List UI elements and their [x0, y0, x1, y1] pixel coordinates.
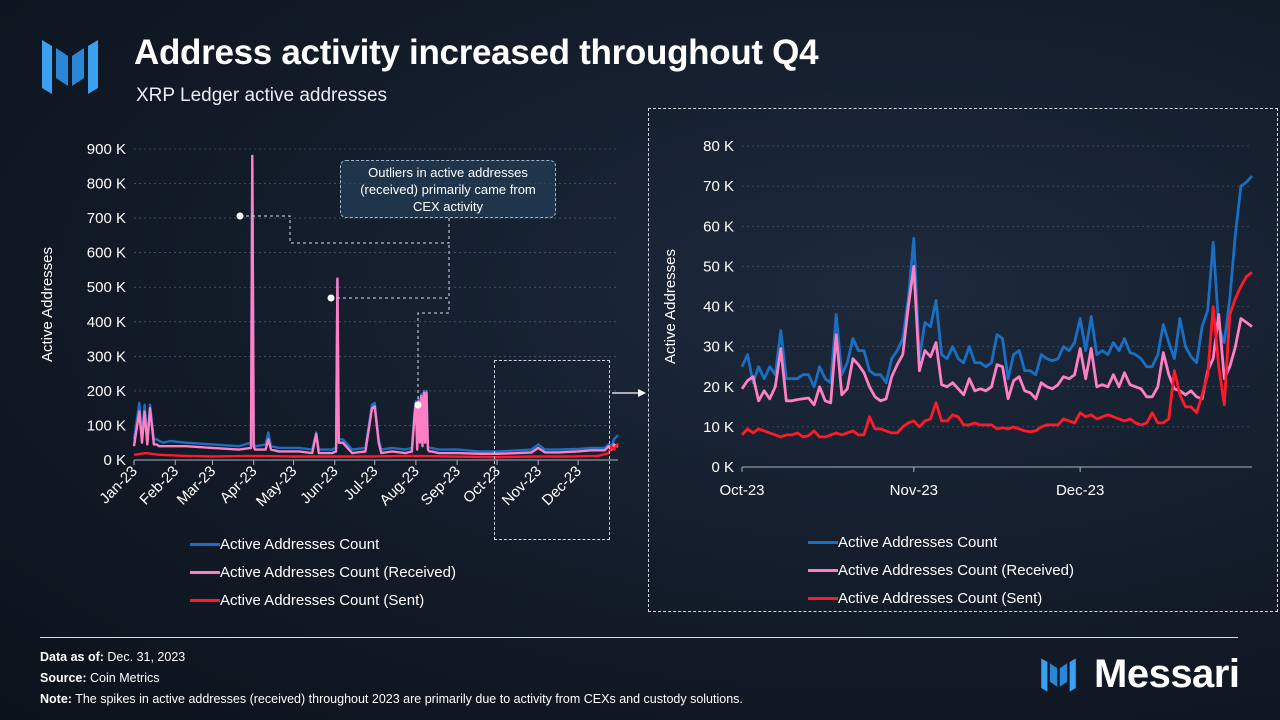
q4-zoom-ytick-label: 50 K [703, 258, 734, 275]
annotation-connector [240, 215, 450, 244]
full-year-ytick-label: 900 K [87, 141, 126, 158]
legend-label-received-q4: Active Addresses Count (Received) [838, 561, 1074, 579]
full-year-xtick-label: Sep-23 [418, 463, 464, 509]
full-year-xtick-label: May-23 [253, 463, 300, 510]
legend-label-received: Active Addresses Count (Received) [220, 563, 456, 581]
footer-divider [40, 637, 1238, 638]
messari-logo-icon [42, 40, 98, 94]
footer-data-as-of: Data as of: Dec. 31, 2023 [40, 650, 186, 664]
legend-item-total: Active Addresses Count [190, 530, 456, 558]
legend-item-received-q4: Active Addresses Count (Received) [808, 556, 1074, 584]
legend-item-sent-q4: Active Addresses Count (Sent) [808, 584, 1074, 612]
legend-swatch-received-q4 [808, 568, 838, 572]
full-year-ytick-label: 400 K [87, 314, 126, 331]
full-year-ytick-label: 200 K [87, 383, 126, 400]
full-year-ytick-label: 0 K [103, 452, 126, 469]
q4-zoom-ytick-label: 20 K [703, 379, 734, 396]
full-year-series-total [132, 154, 619, 453]
zoom-arrow-head [638, 389, 646, 397]
q4-zoom-ytick-label: 30 K [703, 339, 734, 356]
full-year-xtick-label: Aug-23 [376, 463, 422, 509]
legend-item-received: Active Addresses Count (Received) [190, 558, 456, 586]
annotation-marker [327, 294, 335, 302]
legend-swatch-sent-q4 [808, 596, 838, 600]
full-year-xtick-label: Feb-23 [136, 463, 182, 509]
q4-zoom-ytick-label: 80 K [703, 138, 734, 155]
legend-item-total-q4: Active Addresses Count [808, 528, 1074, 556]
annotation-connector [331, 243, 450, 299]
annotation-marker [236, 212, 244, 220]
full-year-ytick-label: 800 K [87, 176, 126, 193]
full-year-xtick-label: Jan-23 [96, 463, 140, 507]
legend-q4: Active Addresses Count Active Addresses … [808, 528, 1074, 612]
full-year-xtick-label: Mar-23 [174, 463, 220, 509]
q4-highlight-box [494, 360, 610, 540]
messari-brand: Messari [1040, 652, 1240, 697]
legend-item-sent: Active Addresses Count (Sent) [190, 586, 456, 614]
q4-zoom-xtick-label: Dec-23 [1056, 482, 1104, 499]
legend-swatch-total-q4 [808, 540, 838, 544]
footer-source: Source: Coin Metrics [40, 671, 160, 685]
legend-swatch-received [190, 570, 220, 574]
footer-note: Note: The spikes in active addresses (re… [40, 692, 743, 706]
full-year-ytick-label: 600 K [87, 245, 126, 262]
legend-label-total-q4: Active Addresses Count [838, 533, 998, 551]
full-year-ytick-label: 700 K [87, 210, 126, 227]
page-subtitle: XRP Ledger active addresses [136, 85, 388, 106]
full-year-ytick-label: 100 K [87, 417, 126, 434]
q4-zoom-series-received [740, 264, 1253, 407]
cex-annotation: Outliers in active addresses (received) … [340, 160, 556, 218]
q4-zoom-series-sent [740, 271, 1253, 439]
q4-zoom-frame [648, 108, 1278, 612]
q4-zoom-ytick-label: 0 K [711, 459, 734, 476]
full-year-xtick-label: Jul-23 [341, 463, 382, 504]
q4-zoom-ytick-label: 60 K [703, 218, 734, 235]
q4-zoom-ytick-label: 70 K [703, 178, 734, 195]
legend-swatch-sent [190, 598, 220, 602]
full-year-ytick-label: 300 K [87, 348, 126, 365]
footer-notes: Data as of: Dec. 31, 2023 Source: Coin M… [40, 647, 743, 710]
messari-brand-icon [1041, 657, 1076, 692]
annotation-connector [417, 298, 450, 405]
brand-wordmark: Messari [1094, 652, 1240, 696]
legend-swatch-total [190, 542, 220, 546]
legend-label-sent: Active Addresses Count (Sent) [220, 591, 425, 609]
legend-label-sent-q4: Active Addresses Count (Sent) [838, 589, 1043, 607]
q4-zoom-ytick-label: 40 K [703, 299, 734, 316]
annotation-marker [414, 401, 422, 409]
q4-zoom-ytick-label: 10 K [703, 419, 734, 436]
full-year-xtick-label: Jun-23 [297, 463, 341, 507]
full-year-series-sent [133, 442, 620, 459]
legend-label-total: Active Addresses Count [220, 535, 380, 553]
q4-zoom-ylabel: Active Addresses [662, 249, 679, 364]
q4-zoom-xtick-label: Oct-23 [719, 482, 764, 499]
full-year-ylabel: Active Addresses [39, 247, 56, 362]
full-year-series-received [132, 154, 619, 455]
full-year-ytick-label: 500 K [87, 279, 126, 296]
q4-zoom-xtick-label: Nov-23 [890, 482, 938, 499]
page-title: Address activity increased throughout Q4 [134, 33, 819, 72]
q4-zoom-series-total [740, 175, 1254, 389]
legend-full-year: Active Addresses Count Active Addresses … [190, 530, 456, 614]
